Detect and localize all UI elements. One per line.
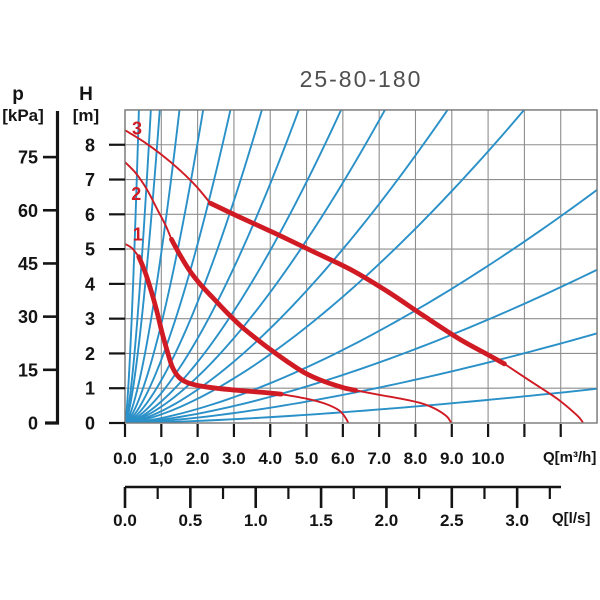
- system-curve: [125, 268, 598, 423]
- system-curve: [125, 109, 161, 423]
- pump-curve-label-1: 1: [133, 224, 143, 244]
- system-curve: [125, 332, 598, 423]
- system-curve: [125, 109, 386, 423]
- q-ls-tick-label: 1.0: [244, 511, 268, 530]
- system-curve: [125, 109, 526, 423]
- system-curve: [125, 109, 343, 423]
- q-ls-tick-label: 2.5: [440, 511, 464, 530]
- h-axis-tick-label: 5: [85, 240, 95, 260]
- q-m3h-tick-label: 7.0: [367, 449, 391, 468]
- pump-curve-2-tail: [354, 389, 452, 423]
- system-curves: [125, 109, 598, 423]
- pump-curve-3-lead: [125, 129, 212, 205]
- q-m3h-tick-label: 8.0: [404, 449, 428, 468]
- pump-curve-label-2: 2: [131, 184, 141, 204]
- system-curve: [125, 387, 598, 423]
- system-curve: [125, 109, 205, 423]
- p-axis-name: p: [12, 84, 24, 105]
- h-axis-tick-label: 3: [85, 309, 95, 329]
- p-axis: 0 15 30 45 60 75: [18, 110, 60, 434]
- chart-title: 25-80-180: [299, 66, 423, 92]
- p-axis-tick-label: 0: [28, 414, 38, 434]
- system-curve: [125, 109, 449, 423]
- q-m3h-tick-label: 1,0: [149, 449, 173, 468]
- pump-curve-labels: 1 2 3: [131, 118, 142, 244]
- q-ls-tick-label: 1.5: [309, 511, 333, 530]
- p-axis-tick-label: 45: [18, 254, 38, 274]
- q-m3h-axis-label: Q[m³/h]: [543, 449, 597, 466]
- q-m3h-tick-label: 10.0: [472, 449, 505, 468]
- q-ls-tick-label: 3.0: [505, 511, 529, 530]
- q-ls-tick-label: 0.0: [113, 511, 137, 530]
- q-ls-tick-label: 2.0: [375, 511, 399, 530]
- q-m3h-tick-label: 3.0: [222, 449, 246, 468]
- pump-curve-3-tail: [503, 362, 584, 423]
- p-axis-tick-label: 75: [18, 148, 38, 168]
- h-axis-name: H: [79, 84, 93, 105]
- p-axis-tick-label: 30: [18, 307, 38, 327]
- p-axis-tick-label: 60: [18, 201, 38, 221]
- h-axis-tick-label: 2: [85, 344, 95, 364]
- plot-border: [124, 109, 598, 424]
- h-axis: 0 1 2 3 4 5 6 7 8: [85, 135, 125, 434]
- q-m3h-tick-label: 9.0: [440, 449, 464, 468]
- h-axis-tick-label: 1: [85, 379, 95, 399]
- q-m3h-tick-label: 2.0: [186, 449, 210, 468]
- system-curve: [125, 109, 232, 423]
- h-axis-tick-label: 4: [85, 274, 95, 294]
- pump-curve-label-3: 3: [132, 118, 142, 138]
- h-axis-tick-label: 0: [85, 414, 95, 434]
- q-m3h-tick-label: 6.0: [331, 449, 355, 468]
- system-curve: [125, 109, 152, 423]
- pump-curve-3-duty: [207, 200, 507, 367]
- pump-curve-1-lead: [125, 242, 140, 258]
- h-axis-unit: [m]: [72, 106, 100, 125]
- q-m3h-tick-label: 5.0: [295, 449, 319, 468]
- pump-curve-2-lead: [125, 161, 173, 241]
- q-ls-axis-label: Q[l/s]: [552, 510, 591, 527]
- p-axis-line: [45, 110, 60, 425]
- system-curve: [125, 109, 263, 423]
- pump-curve-2-duty: [169, 236, 358, 393]
- pump-curve-1-duty: [136, 254, 284, 397]
- p-axis-unit: [kPa]: [2, 106, 44, 125]
- pump-curves: [125, 129, 584, 423]
- q-m3h-axis: 0.0 1,0 2.0 3.0 4.0 5.0 6.0 7.0 8.0 9.0 10.0: [113, 424, 562, 468]
- system-curve: [125, 109, 300, 423]
- q-m3h-tick-label: 4.0: [258, 449, 282, 468]
- q-m3h-tick-label: 0.0: [113, 449, 137, 468]
- h-axis-tick-label: 6: [85, 205, 95, 225]
- system-curve: [125, 188, 598, 423]
- pump-curve-1-tail: [280, 393, 349, 423]
- q-ls-axis: 0.0 0.5 1.0 1.5 2.0 2.5 3.0: [113, 485, 561, 530]
- system-curve: [125, 109, 181, 423]
- p-axis-tick-label: 15: [18, 360, 38, 380]
- h-axis-tick-label: 7: [85, 170, 95, 190]
- h-axis-tick-label: 8: [85, 135, 95, 155]
- q-ls-tick-label: 0.5: [179, 511, 203, 530]
